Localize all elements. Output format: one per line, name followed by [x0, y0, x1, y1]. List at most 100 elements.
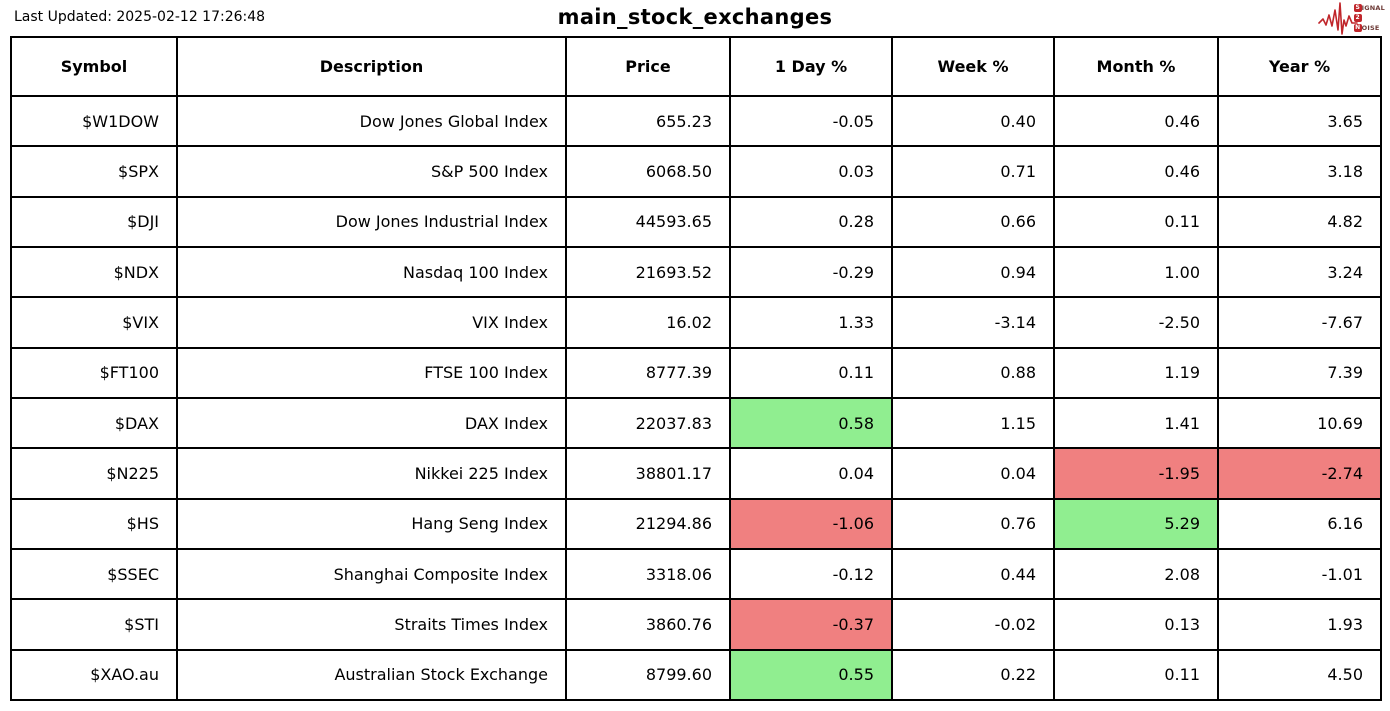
- cell-year-pct: 4.82: [1217, 195, 1382, 248]
- cell-week-pct: -0.02: [891, 598, 1055, 651]
- cell-month-pct: 1.41: [1053, 396, 1219, 450]
- cell-week-pct: -3.14: [891, 296, 1055, 349]
- cell-price: 22037.83: [565, 396, 731, 450]
- cell-symbol: $W1DOW: [10, 94, 178, 148]
- cell-day-pct: 0.28: [729, 195, 893, 248]
- cell-year-pct: -7.67: [1217, 296, 1382, 349]
- cell-month-pct: -2.50: [1053, 296, 1219, 349]
- column-header: Year %: [1217, 36, 1382, 97]
- cell-description: Dow Jones Industrial Index: [176, 195, 567, 248]
- cell-price: 44593.65: [565, 195, 731, 248]
- cell-year-pct: 3.24: [1217, 245, 1382, 299]
- cell-week-pct: 1.15: [891, 396, 1055, 450]
- cell-price: 8799.60: [565, 648, 731, 702]
- column-header: Week %: [891, 36, 1055, 97]
- cell-symbol: $SSEC: [10, 547, 178, 601]
- cell-year-pct: 7.39: [1217, 346, 1382, 399]
- cell-week-pct: 0.71: [891, 145, 1055, 198]
- cell-day-pct: -0.05: [729, 94, 893, 148]
- cell-description: Straits Times Index: [176, 598, 567, 651]
- cell-week-pct: 0.04: [891, 447, 1055, 500]
- cell-price: 655.23: [565, 94, 731, 148]
- cell-year-pct: -1.01: [1217, 547, 1382, 601]
- cell-description: FTSE 100 Index: [176, 346, 567, 399]
- cell-description: Australian Stock Exchange: [176, 648, 567, 702]
- signal2noise-logo: S IGNAL 2 N OISE: [1317, 1, 1385, 35]
- table-row: $NDX Nasdaq 100 Index 21693.52 -0.29 0.94 1.0…: [10, 245, 1382, 299]
- cell-day-pct: -1.06: [729, 497, 893, 550]
- cell-year-pct: 3.18: [1217, 145, 1382, 198]
- column-header: Symbol: [10, 36, 178, 97]
- table-row: $STI Straits Times Index 3860.76 -0.37 -0.02…: [10, 598, 1382, 651]
- table-row: $HS Hang Seng Index 21294.86 -1.06 0.76 5.29 6…: [10, 497, 1382, 550]
- cell-year-pct: -2.74: [1217, 447, 1382, 500]
- column-header: Price: [565, 36, 731, 97]
- cell-month-pct: 1.19: [1053, 346, 1219, 399]
- cell-month-pct: 2.08: [1053, 547, 1219, 601]
- table-row: $N225 Nikkei 225 Index 38801.17 0.04 0.04 -1.…: [10, 447, 1382, 500]
- logo-line-2: 2: [1353, 14, 1385, 23]
- table-row: $W1DOW Dow Jones Global Index 655.23 -0.05 0…: [10, 94, 1382, 148]
- heartbeat-waveform-icon: [1317, 1, 1358, 35]
- cell-day-pct: -0.12: [729, 547, 893, 601]
- cell-week-pct: 0.66: [891, 195, 1055, 248]
- cell-month-pct: 0.46: [1053, 145, 1219, 198]
- cell-price: 8777.39: [565, 346, 731, 399]
- cell-month-pct: 0.46: [1053, 94, 1219, 148]
- cell-week-pct: 0.22: [891, 648, 1055, 702]
- logo-text: S IGNAL 2 N OISE: [1353, 3, 1385, 33]
- cell-description: Nikkei 225 Index: [176, 447, 567, 500]
- table-body: $W1DOW Dow Jones Global Index 655.23 -0.05 0…: [10, 94, 1382, 702]
- column-header: Description: [176, 36, 567, 97]
- page-title: main_stock_exchanges: [557, 5, 833, 29]
- cell-day-pct: 0.11: [729, 346, 893, 399]
- cell-description: VIX Index: [176, 296, 567, 349]
- cell-description: Dow Jones Global Index: [176, 94, 567, 148]
- cell-week-pct: 0.40: [891, 94, 1055, 148]
- cell-week-pct: 0.44: [891, 547, 1055, 601]
- cell-symbol: $FT100: [10, 346, 178, 399]
- cell-week-pct: 0.76: [891, 497, 1055, 550]
- cell-week-pct: 0.88: [891, 346, 1055, 399]
- cell-symbol: $XAO.au: [10, 648, 178, 702]
- cell-symbol: $STI: [10, 598, 178, 651]
- cell-month-pct: 0.13: [1053, 598, 1219, 651]
- cell-month-pct: 1.00: [1053, 245, 1219, 299]
- column-header: Month %: [1053, 36, 1219, 97]
- logo-letter-s: S: [1353, 4, 1362, 12]
- cell-description: S&P 500 Index: [176, 145, 567, 198]
- cell-day-pct: -0.29: [729, 245, 893, 299]
- cell-year-pct: 3.65: [1217, 94, 1382, 148]
- cell-day-pct: -0.37: [729, 598, 893, 651]
- cell-symbol: $N225: [10, 447, 178, 500]
- cell-day-pct: 0.58: [729, 396, 893, 450]
- cell-price: 38801.17: [565, 447, 731, 500]
- cell-description: Shanghai Composite Index: [176, 547, 567, 601]
- logo-rest-ignal: IGNAL: [1361, 3, 1385, 12]
- cell-week-pct: 0.94: [891, 245, 1055, 299]
- cell-price: 21693.52: [565, 245, 731, 299]
- header-row: Symbol Description Price 1 Day % Week % Month…: [10, 36, 1382, 97]
- cell-price: 16.02: [565, 296, 731, 349]
- table-row: $VIX VIX Index 16.02 1.33 -3.14 -2.50 -7.67: [10, 296, 1382, 349]
- logo-line-noise: N OISE: [1353, 23, 1385, 33]
- cell-symbol: $HS: [10, 497, 178, 550]
- cell-year-pct: 6.16: [1217, 497, 1382, 550]
- cell-year-pct: 1.93: [1217, 598, 1382, 651]
- last-updated-label: Last Updated: 2025-02-12 17:26:48: [14, 9, 266, 25]
- cell-day-pct: 0.55: [729, 648, 893, 702]
- table-row: $SPX S&P 500 Index 6068.50 0.03 0.71 0.46 3.18: [10, 145, 1382, 198]
- cell-month-pct: 0.11: [1053, 648, 1219, 702]
- column-header: 1 Day %: [729, 36, 893, 97]
- logo-rest-oise: OISE: [1361, 23, 1380, 32]
- cell-month-pct: -1.95: [1053, 447, 1219, 500]
- cell-price: 21294.86: [565, 497, 731, 550]
- cell-year-pct: 10.69: [1217, 396, 1382, 450]
- cell-year-pct: 4.50: [1217, 648, 1382, 702]
- stock-exchanges-table: Symbol Description Price 1 Day % Week % Month…: [10, 36, 1382, 702]
- cell-month-pct: 5.29: [1053, 497, 1219, 550]
- table-row: $FT100 FTSE 100 Index 8777.39 0.11 0.88 1.19 7…: [10, 346, 1382, 399]
- cell-symbol: $VIX: [10, 296, 178, 349]
- cell-description: Hang Seng Index: [176, 497, 567, 550]
